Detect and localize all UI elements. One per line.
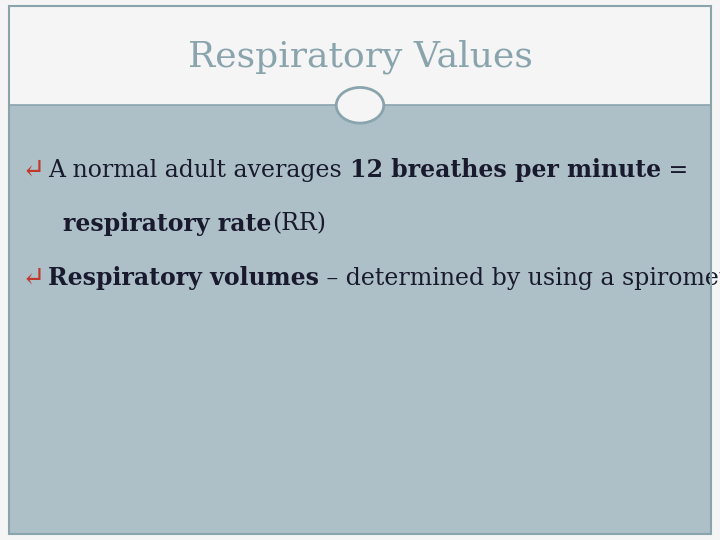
FancyBboxPatch shape <box>9 6 711 105</box>
Text: =: = <box>661 159 688 181</box>
Text: 12 breathes per minute: 12 breathes per minute <box>350 158 661 182</box>
Text: – determined by using a spirometer: – determined by using a spirometer <box>320 267 720 289</box>
Text: ↵: ↵ <box>22 157 45 184</box>
Text: Respiratory Values: Respiratory Values <box>188 39 532 74</box>
Circle shape <box>336 87 384 123</box>
Text: Respiratory volumes: Respiratory volumes <box>48 266 320 290</box>
Text: respiratory rate: respiratory rate <box>63 212 272 236</box>
Text: A normal adult averages: A normal adult averages <box>48 159 350 181</box>
FancyBboxPatch shape <box>9 105 711 534</box>
Text: ↵: ↵ <box>22 265 45 292</box>
Text: (RR): (RR) <box>272 213 326 235</box>
